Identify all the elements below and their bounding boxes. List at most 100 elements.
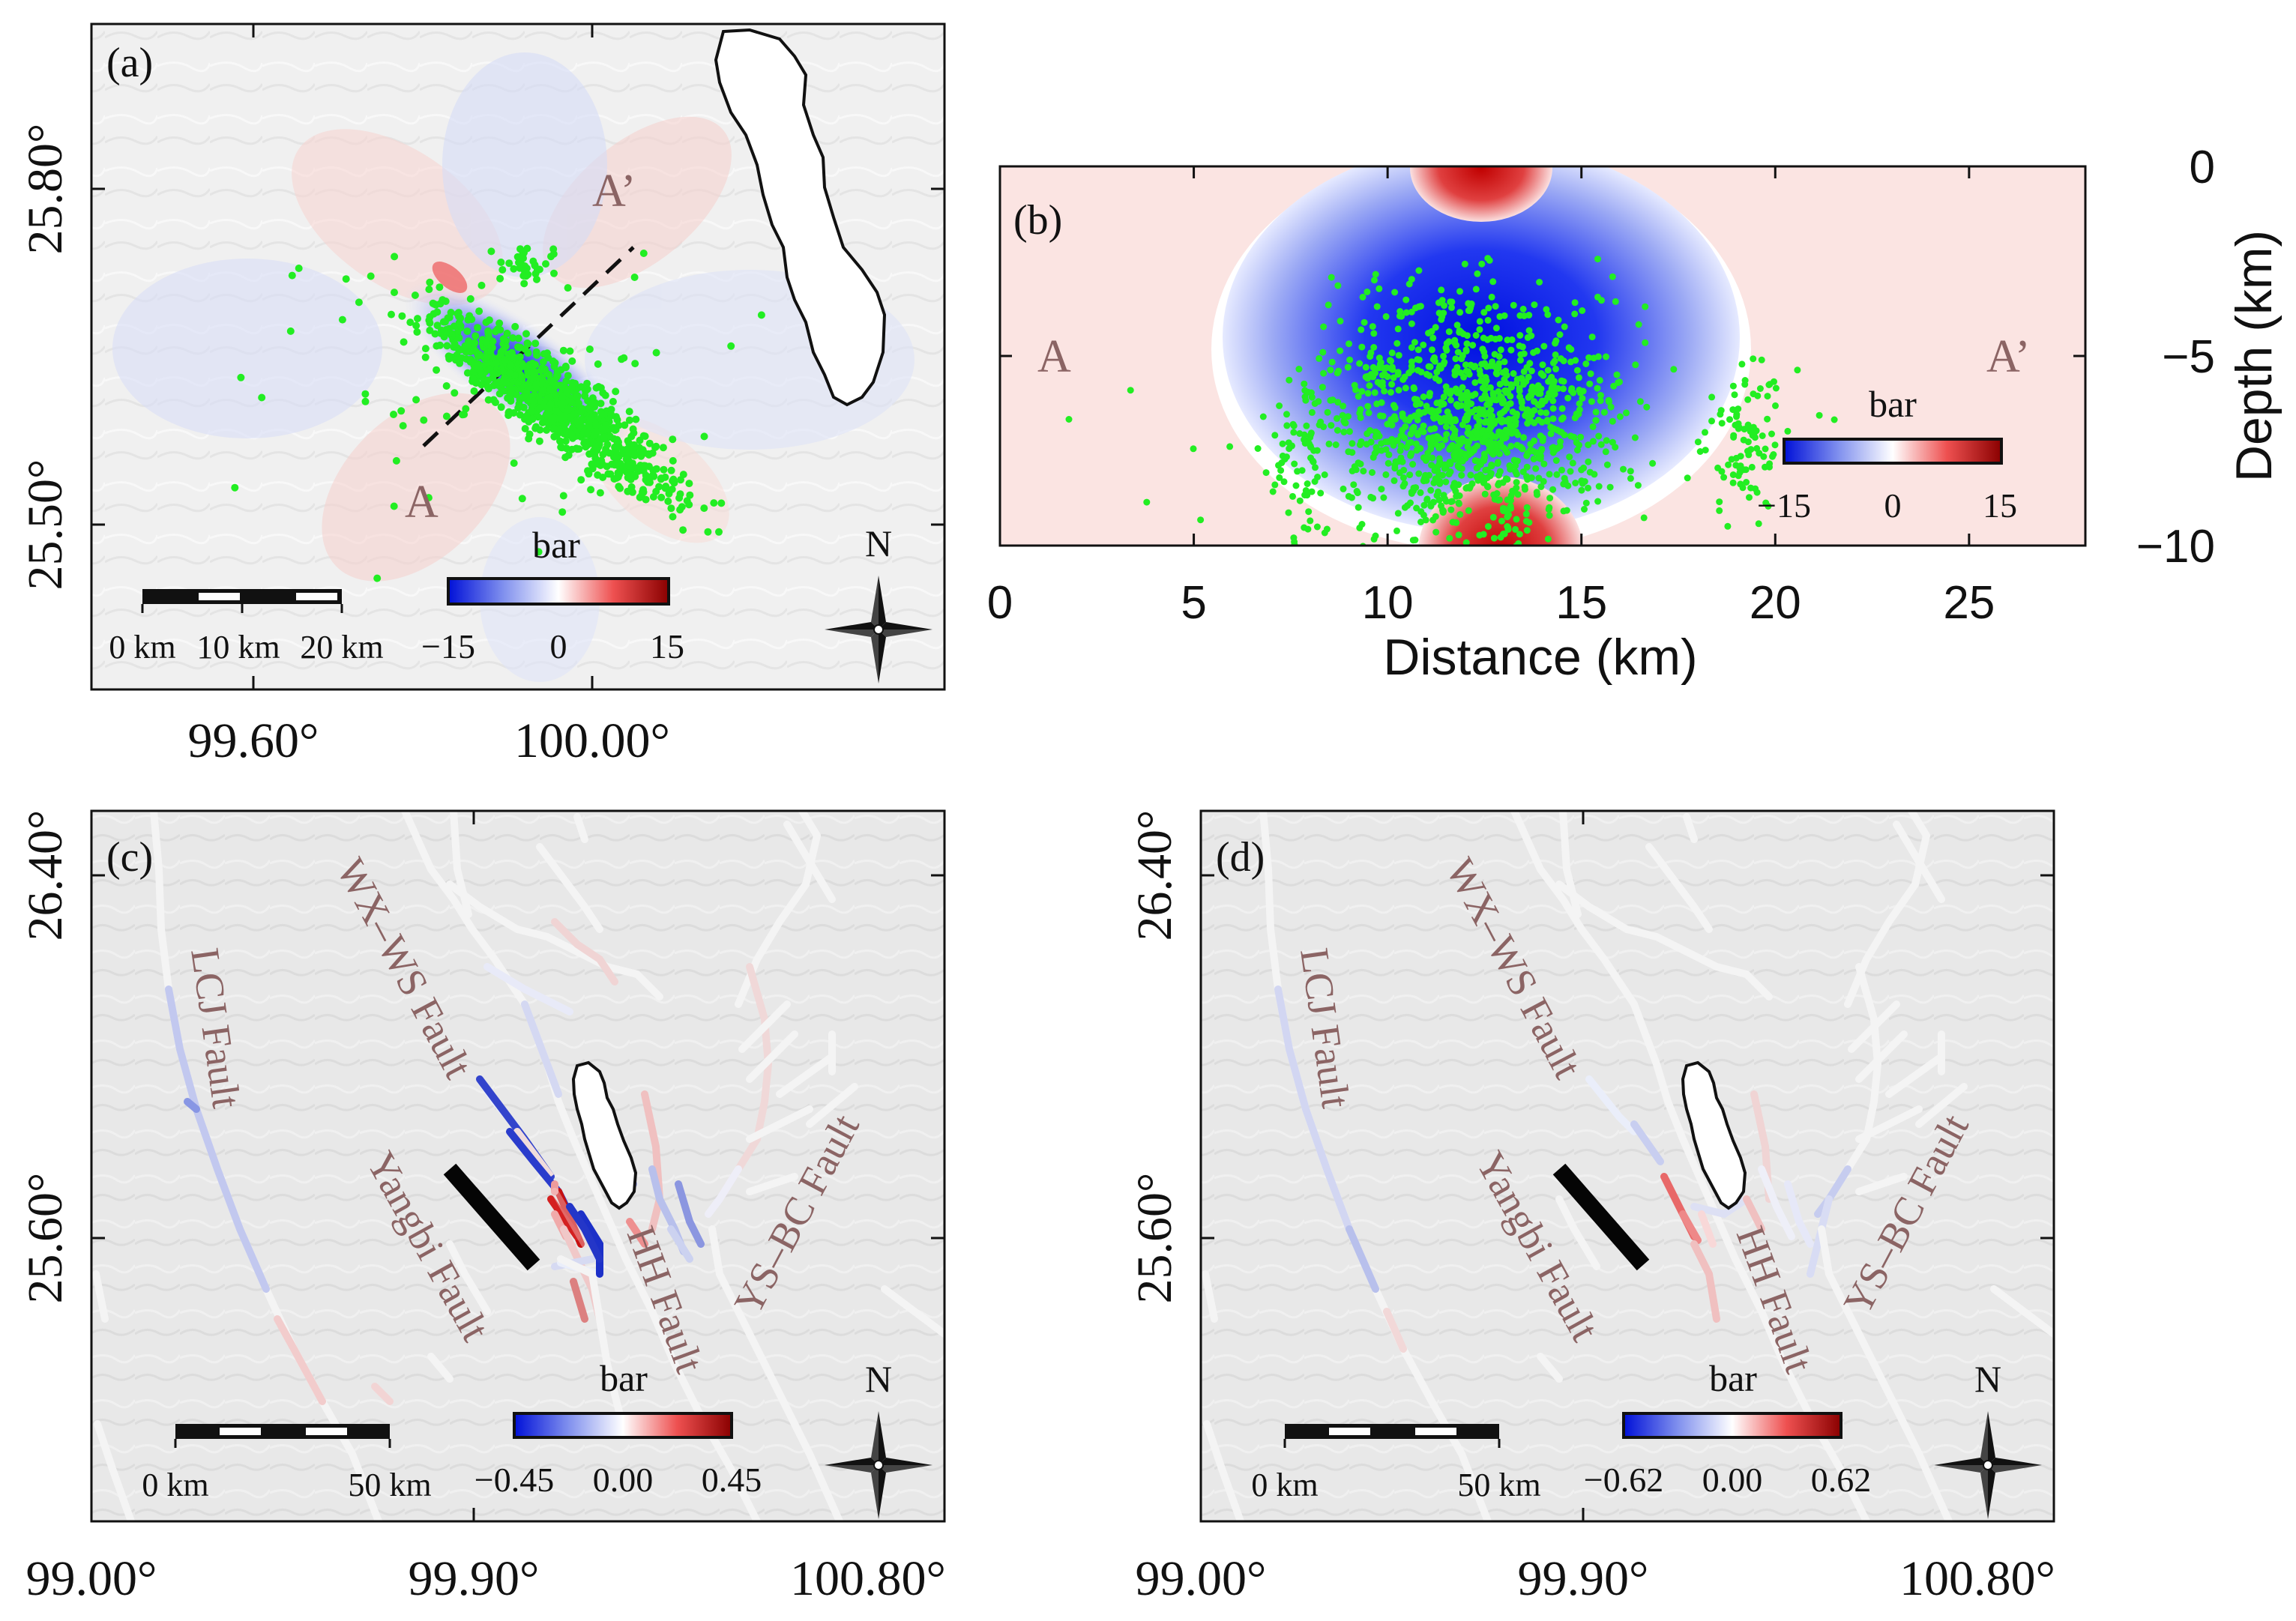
panel-a-event [533, 351, 541, 359]
panel-b-event [1541, 397, 1549, 405]
panel-b-event [1489, 391, 1497, 399]
panel-b-event [1344, 413, 1352, 420]
panel-b-event [1670, 366, 1678, 373]
panel-b-event [1762, 445, 1769, 453]
panel-a-stress-rise-spot [432, 262, 468, 293]
panel-a-event [607, 410, 615, 418]
panel-d-colorbar-min: −0.62 [1584, 1461, 1663, 1499]
panel-b-event [1327, 366, 1334, 374]
panel-b-label: (b) [1013, 197, 1062, 244]
panel-b-event [1279, 440, 1286, 447]
panel-a-event [539, 376, 547, 384]
panel-b-event [1414, 366, 1421, 374]
panel-b-event [1517, 351, 1525, 358]
panel-b-event [1367, 353, 1374, 360]
panel-b-event [1492, 369, 1500, 377]
panel-b-event [1514, 491, 1522, 498]
panel-b-event [1474, 423, 1481, 430]
panel-b-event [1507, 497, 1514, 504]
panel-b-event [1451, 371, 1459, 378]
panel-b-event [1469, 342, 1477, 349]
panel-b-event [1462, 361, 1469, 369]
panel-b-event [1535, 454, 1543, 462]
panel-b-event [1513, 479, 1520, 486]
panel-b-colorbar-min: −15 [1757, 486, 1811, 525]
panel-b-event [1552, 365, 1559, 372]
panel-b-event [1380, 494, 1387, 501]
panel-b-event [1451, 427, 1459, 435]
panel-a-event [420, 416, 428, 424]
panel-a-ytick-25-80: 25.80° [18, 124, 73, 255]
panel-b-event [1554, 444, 1561, 452]
panel-b-event [1538, 418, 1546, 426]
panel-a-event [686, 491, 694, 499]
panel-b-event [1557, 355, 1564, 362]
panel-a-event [367, 272, 375, 280]
panel-b-event [1744, 421, 1752, 429]
panel-b-event [1346, 340, 1352, 348]
panel-b-event [1528, 367, 1535, 375]
panel-a-event [388, 310, 395, 319]
panel-a-event [545, 404, 553, 412]
panel-b-event [1594, 384, 1601, 392]
panel-b-event [1516, 332, 1524, 339]
panel-a-event [600, 433, 609, 441]
panel-b-event [1579, 307, 1586, 314]
panel-a-event [727, 342, 735, 350]
panel-a-event [552, 371, 561, 379]
panel-b-event [1534, 390, 1542, 397]
panel-b-event [1334, 399, 1342, 406]
panel-b-event [1567, 432, 1574, 440]
panel-b-event [1416, 411, 1423, 418]
panel-a-event [664, 497, 672, 505]
panel-b-event [1642, 339, 1649, 346]
panel-b-event [1595, 483, 1603, 490]
panel-b-event [1572, 480, 1579, 486]
panel-b-event [1684, 474, 1691, 482]
panel-b-event [1432, 375, 1439, 382]
panel-b-event [1510, 301, 1517, 309]
panel-a-event [675, 494, 684, 502]
panel-b-event [1768, 430, 1775, 438]
panel-a-event [557, 443, 565, 451]
panel-b-event [1525, 373, 1532, 381]
panel-b-event [1226, 443, 1234, 450]
panel-b-event [1407, 438, 1414, 446]
panel-b-event [1560, 385, 1567, 393]
panel-b-event [1758, 356, 1765, 363]
panel-b-event [1474, 270, 1481, 277]
panel-b-event [1527, 447, 1534, 454]
panel-b-event [1527, 417, 1534, 425]
panel-b-event [1512, 468, 1519, 475]
panel-a-event [495, 319, 504, 327]
panel-b-event [1289, 442, 1295, 450]
panel-b-event [1501, 358, 1508, 366]
panel-b-event [1525, 393, 1532, 401]
panel-a-event [715, 528, 723, 536]
panel-d-xtick-99-00: 99.00° [1136, 1551, 1267, 1606]
panel-b-event [1370, 363, 1377, 371]
panel-b-event [1397, 442, 1405, 450]
panel-b-event [1402, 296, 1410, 304]
panel-a-event [626, 471, 634, 480]
panel-b-event [1724, 522, 1732, 530]
panel-a-event [462, 355, 471, 363]
panel-b-event [1708, 417, 1715, 425]
panel-b-event [1514, 431, 1522, 438]
panel-a-event [667, 504, 675, 513]
panel-b-event [1551, 357, 1558, 365]
panel-b-event [1489, 278, 1497, 286]
panel-b-event [1340, 417, 1348, 425]
panel-a-event [652, 348, 660, 357]
panel-a-event [519, 393, 528, 401]
panel-a-event [678, 503, 686, 511]
panel-b-event [1513, 379, 1520, 387]
panel-b-event [1388, 421, 1396, 429]
panel-b-event [1764, 415, 1771, 423]
panel-b-event [1483, 377, 1490, 384]
panel-b-event [1353, 488, 1361, 495]
panel-a-seismicity [231, 244, 765, 582]
panel-a-event [477, 281, 486, 289]
panel-a-event [466, 295, 474, 303]
panel-b-event [1592, 408, 1600, 416]
